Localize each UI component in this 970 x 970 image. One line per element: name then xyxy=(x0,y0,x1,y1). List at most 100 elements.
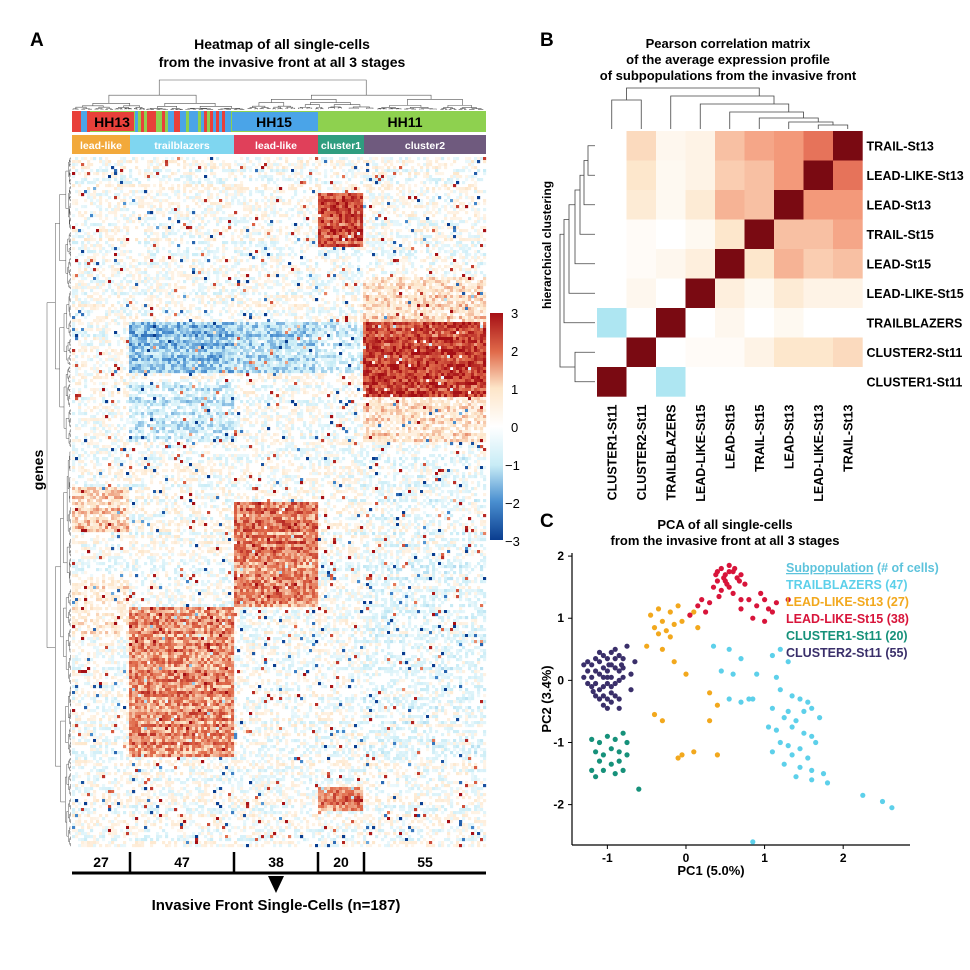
heatmap-cell xyxy=(102,292,106,296)
heatmap-cell xyxy=(87,790,91,794)
heatmap-cell xyxy=(120,682,124,686)
heatmap-cell xyxy=(156,199,160,203)
heatmap-cell xyxy=(90,787,94,791)
heatmap-cell xyxy=(165,688,169,692)
heatmap-cell xyxy=(135,157,139,161)
heatmap-cell xyxy=(111,424,115,428)
heatmap-cell xyxy=(84,754,88,758)
heatmap-cell xyxy=(162,283,166,287)
heatmap-cell xyxy=(87,676,91,680)
heatmap-cell xyxy=(114,292,118,296)
heatmap-cell xyxy=(147,295,151,299)
heatmap-cell xyxy=(93,238,97,242)
heatmap-cell xyxy=(165,817,169,821)
heatmap-cell xyxy=(162,397,166,401)
heatmap-cell xyxy=(75,370,79,374)
heatmap-cell xyxy=(84,757,88,761)
heatmap-cell xyxy=(105,523,109,527)
heatmap-cell xyxy=(111,517,115,521)
heatmap-cell xyxy=(72,562,76,566)
heatmap-cell xyxy=(78,817,82,821)
heatmap-cell xyxy=(123,307,127,311)
heatmap-cell xyxy=(72,487,76,491)
heatmap-cell xyxy=(168,736,172,740)
heatmap-cell xyxy=(93,652,97,656)
heatmap-cell xyxy=(138,220,142,224)
heatmap-cell xyxy=(132,385,136,389)
heatmap-cell xyxy=(147,496,151,500)
heatmap-cell xyxy=(120,502,124,506)
heatmap-cell xyxy=(105,631,109,635)
heatmap-cell xyxy=(117,472,121,476)
heatmap-cell xyxy=(111,403,115,407)
heatmap-cell xyxy=(135,418,139,422)
stage-stripe xyxy=(219,111,222,132)
heatmap-cell xyxy=(75,307,79,311)
heatmap-cell xyxy=(96,298,100,302)
heatmap-cell xyxy=(156,784,160,788)
heatmap-cell xyxy=(90,685,94,689)
heatmap-cell xyxy=(126,412,130,416)
heatmap-cell xyxy=(153,217,157,221)
heatmap-cell xyxy=(123,202,127,206)
heatmap-cell xyxy=(78,562,82,566)
heatmap-cell xyxy=(114,511,118,515)
heatmap-cell xyxy=(144,217,148,221)
heatmap-cell xyxy=(144,793,148,797)
heatmap-cell xyxy=(96,418,100,422)
heatmap-cell xyxy=(162,451,166,455)
heatmap-cell xyxy=(72,517,76,521)
heatmap-cell xyxy=(141,697,145,701)
heatmap-cell xyxy=(84,790,88,794)
heatmap-cell xyxy=(108,685,112,689)
heatmap-cell xyxy=(126,238,130,242)
heatmap-cell xyxy=(150,286,154,290)
heatmap-cell xyxy=(78,652,82,656)
heatmap-cell xyxy=(159,481,163,485)
heatmap-cell xyxy=(162,658,166,662)
heatmap-cell xyxy=(78,439,82,443)
heatmap-cell xyxy=(81,334,85,338)
heatmap-cell xyxy=(117,208,121,212)
heatmap-cell xyxy=(138,514,142,518)
heatmap-cell xyxy=(87,514,91,518)
heatmap-cell xyxy=(162,421,166,425)
heatmap-cell xyxy=(114,364,118,368)
heatmap-cell xyxy=(93,655,97,659)
heatmap-cell xyxy=(135,817,139,821)
heatmap-cell xyxy=(87,517,91,521)
heatmap-cell xyxy=(84,673,88,677)
heatmap-cell xyxy=(141,352,145,356)
heatmap-cell xyxy=(141,319,145,323)
heatmap-cell xyxy=(105,643,109,647)
heatmap-cell xyxy=(90,658,94,662)
heatmap-cell xyxy=(162,538,166,542)
heatmap-cell xyxy=(114,700,118,704)
heatmap-cell xyxy=(96,583,100,587)
heatmap-cell xyxy=(153,241,157,245)
heatmap-cell xyxy=(114,682,118,686)
heatmap-cell xyxy=(96,184,100,188)
heatmap-cell xyxy=(93,196,97,200)
heatmap-cell xyxy=(93,583,97,587)
heatmap-cell xyxy=(102,400,106,404)
heatmap-cell xyxy=(165,169,169,173)
heatmap-cell xyxy=(144,187,148,191)
dendrogram-branch xyxy=(69,410,71,415)
heatmap-cell xyxy=(93,277,97,281)
heatmap-cell xyxy=(153,841,157,845)
heatmap-cell xyxy=(129,634,133,638)
heatmap-cell xyxy=(90,163,94,167)
heatmap-cell xyxy=(150,697,154,701)
heatmap-cell xyxy=(78,739,82,743)
dendrogram-branch xyxy=(389,105,422,108)
heatmap-cell xyxy=(111,607,115,611)
heatmap-cell xyxy=(171,241,175,245)
heatmap-cell xyxy=(72,484,76,488)
heatmap-cell xyxy=(93,388,97,392)
heatmap-cell xyxy=(165,502,169,506)
heatmap-cell xyxy=(129,295,133,299)
dendrogram-branch xyxy=(252,105,266,108)
heatmap-cell xyxy=(141,613,145,617)
heatmap-cell xyxy=(153,634,157,638)
